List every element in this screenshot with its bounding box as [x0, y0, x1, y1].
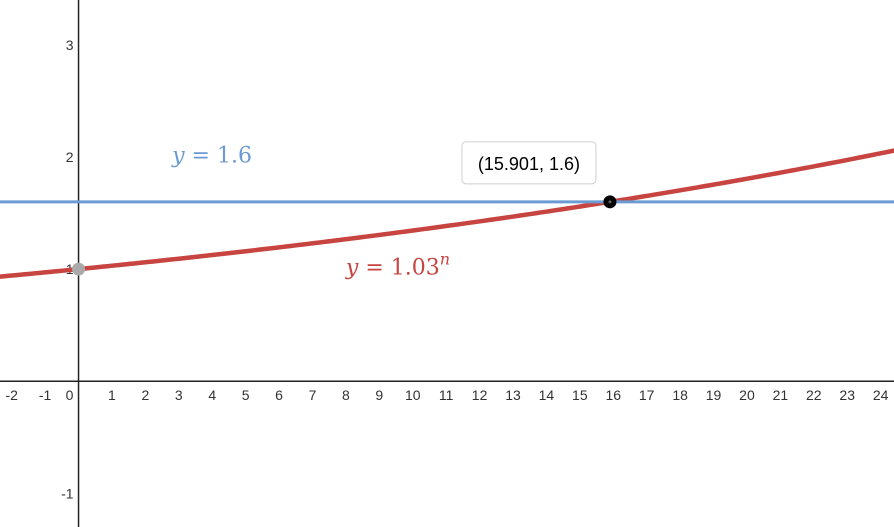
x-tick-label: 8	[342, 387, 350, 403]
x-tick-label: 21	[773, 387, 789, 403]
x-tick-label: 18	[672, 387, 688, 403]
x-tick-label: 15	[572, 387, 588, 403]
x-tick-label: 7	[309, 387, 317, 403]
x-tick-label: 22	[806, 387, 822, 403]
x-tick-label: 19	[706, 387, 722, 403]
y-tick-label: 3	[66, 37, 74, 53]
equation-label: y = 1.6	[171, 144, 252, 169]
x-tick-label: 20	[739, 387, 755, 403]
x-tick-label: 1	[108, 387, 116, 403]
tooltip-box	[461, 141, 597, 185]
x-tick-label: -2	[5, 387, 18, 403]
x-tick-label: 3	[175, 387, 183, 403]
x-tick-label: 9	[375, 387, 383, 403]
equation-label: y = 1.03n	[345, 250, 450, 281]
x-tick-label: 10	[405, 387, 421, 403]
x-tick-label: 11	[439, 387, 454, 403]
x-tick-label: 17	[639, 387, 655, 403]
points: (15.901, 1.6)	[72, 141, 617, 276]
x-tick-label: 6	[275, 387, 283, 403]
x-tick-label: 0	[66, 387, 74, 403]
x-tick-label: 13	[505, 387, 521, 403]
x-tick-label: 24	[873, 387, 889, 403]
x-tick-label: 16	[605, 387, 621, 403]
x-tick-label: 5	[242, 387, 250, 403]
equation-labels: y = 1.03n y = 1.6	[171, 144, 450, 281]
series-curve-exponential[interactable]	[0, 148, 894, 279]
y-tick-label: 2	[66, 149, 74, 165]
data-point-center	[608, 200, 612, 204]
data-point[interactable]	[72, 262, 86, 276]
x-tick-label: 12	[472, 387, 488, 403]
x-tick-label: 2	[141, 387, 149, 403]
x-tick-label: 4	[208, 387, 216, 403]
series	[0, 148, 894, 279]
tick-labels: -2 -1 0 1 2 3 4 5 6 7 8 9 10 11 12 13 14 15 16 17 18 19 20 21 22…	[5, 37, 888, 502]
y-tick-label: -1	[61, 485, 74, 501]
x-tick-label: -1	[39, 387, 52, 403]
x-tick-label: 23	[839, 387, 855, 403]
x-tick-label: 14	[539, 387, 555, 403]
point-tooltip: (15.901, 1.6)	[461, 141, 597, 185]
tooltip-label: (15.901, 1.6)	[478, 154, 580, 174]
